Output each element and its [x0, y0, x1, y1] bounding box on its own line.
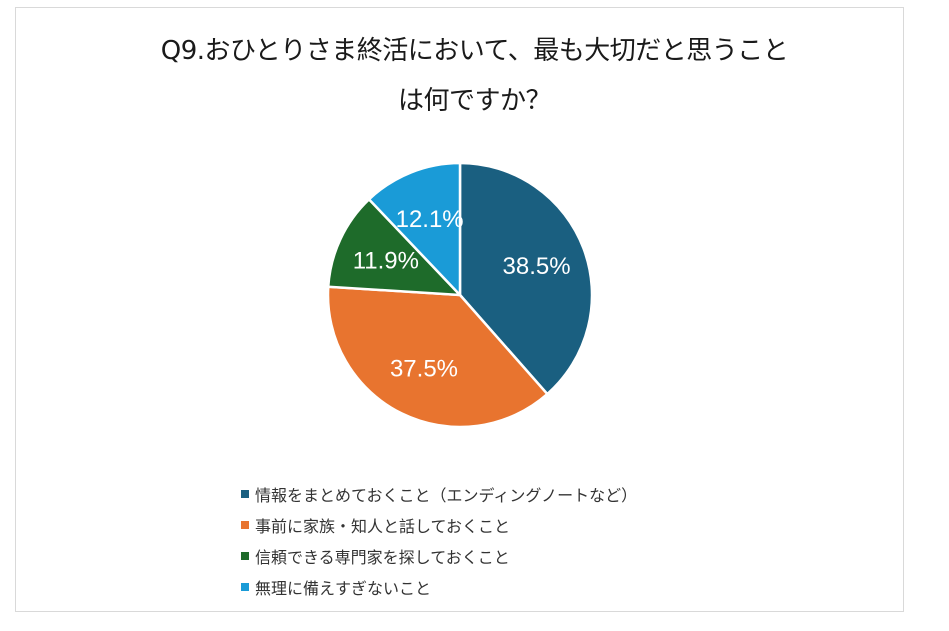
legend-item: 信頼できる専門家を探しておくこと — [241, 540, 637, 571]
legend-item: 情報をまとめておくこと（エンディングノートなど） — [241, 478, 637, 509]
pie-slice — [326, 197, 464, 297]
slice-label: 12.1% — [396, 206, 464, 233]
legend-label: 信頼できる専門家を探しておくこと — [255, 547, 510, 567]
pie-slice — [458, 161, 594, 396]
legend-label: 無理に備えすぎないこと — [255, 578, 432, 598]
legend-item: 無理に備えすぎないこと — [241, 571, 637, 602]
legend-swatch-icon — [241, 520, 249, 529]
slice-label: 38.5% — [503, 253, 571, 280]
legend-label: 情報をまとめておくこと（エンディングノートなど） — [255, 485, 638, 505]
chart-title-line-2: は何ですか？ — [397, 86, 552, 116]
pie-slice — [367, 161, 462, 299]
slice-label: 37.5% — [390, 355, 458, 382]
legend-swatch-icon — [241, 551, 249, 560]
legend-label: 事前に家族・知人と話しておくこと — [255, 516, 511, 536]
chart-title-line-1: Q9.おひとりさま終活において、最も大切だと思うこと — [160, 36, 789, 66]
pie-slice — [326, 285, 550, 429]
legend-swatch-icon — [241, 489, 249, 498]
legend-item: 事前に家族・知人と話しておくこと — [241, 509, 637, 540]
legend: 情報をまとめておくこと（エンディングノートなど） 事前に家族・知人と話しておくこ… — [241, 478, 637, 602]
legend-swatch-icon — [241, 582, 249, 591]
slice-label: 11.9% — [353, 247, 419, 274]
